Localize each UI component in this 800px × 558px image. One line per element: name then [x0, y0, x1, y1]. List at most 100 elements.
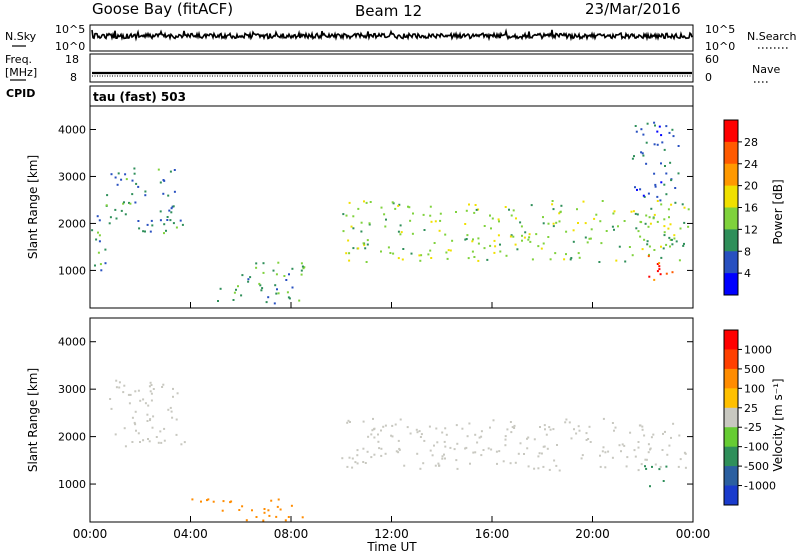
colorbar-tick-label: 20 [744, 180, 758, 193]
range-gate-cell [433, 444, 435, 447]
range-gate-cell [150, 399, 153, 402]
range-gate-cell [455, 459, 458, 462]
range-gate-cell [477, 242, 480, 245]
range-gate-cell [659, 199, 662, 202]
range-gate-cell [407, 205, 409, 208]
range-gate-cell [683, 206, 686, 209]
range-gate-cell [540, 452, 543, 455]
range-gate-cell [464, 238, 467, 241]
range-gate-cell [474, 433, 477, 436]
range-gate-cell [641, 152, 644, 155]
range-gate-cell [636, 188, 638, 191]
range-gate-cell [301, 516, 304, 519]
range-gate-cell [672, 422, 675, 425]
range-gate-cell [369, 201, 372, 203]
colorbar-segment [724, 251, 738, 274]
range-gate-cell [346, 421, 349, 424]
range-gate-cell [465, 446, 468, 449]
range-gate-cell [529, 240, 532, 243]
range-gate-cell [120, 209, 123, 212]
range-gate-cell [392, 252, 395, 255]
range-gate-cell [365, 201, 368, 204]
range-gate-cell [542, 216, 544, 219]
range-gate-cell [598, 261, 601, 263]
range-gate-cell [585, 432, 588, 435]
range-gate-cell [159, 430, 162, 433]
range-gate-cell [656, 195, 659, 198]
range-gate-cell [613, 228, 615, 231]
range-gate-cell [170, 207, 173, 210]
range-gate-cell [651, 465, 653, 468]
range-gate-cell [357, 207, 360, 210]
range-gate-cell [482, 449, 485, 451]
range-gate-cell [565, 418, 568, 421]
range-gate-cell [563, 258, 566, 261]
range-gate-cell [664, 165, 666, 167]
range-gate-cell [670, 179, 673, 182]
range-gate-cell [673, 234, 676, 237]
range-gate-cell [362, 447, 365, 450]
range-gate-cell [636, 213, 639, 216]
range-gate-cell [612, 212, 615, 215]
range-gate-cell [397, 257, 400, 260]
range-gate-cell [380, 250, 382, 253]
range-gate-cell [134, 410, 137, 413]
range-gate-cell [670, 238, 673, 241]
range-gate-cell [663, 225, 666, 228]
range-gate-cell [175, 418, 178, 421]
range-gate-cell [494, 245, 497, 248]
range-gate-cell [397, 230, 400, 233]
range-gate-cell [504, 435, 507, 438]
range-gate-cell [109, 398, 112, 400]
range-gate-cell [146, 420, 149, 422]
range-gate-cell [110, 173, 113, 176]
range-gate-cell [352, 227, 355, 230]
range-gate-cell [640, 151, 643, 154]
range-gate-cell [578, 256, 581, 259]
range-gate-cell [391, 435, 394, 438]
range-gate-cell [212, 500, 215, 503]
range-gate-cell [399, 418, 402, 421]
range-gate-cell [644, 222, 647, 225]
range-gate-cell [363, 244, 366, 247]
colorbar-segment [724, 368, 738, 389]
range-gate-cell [115, 217, 118, 220]
range-gate-cell [677, 465, 680, 468]
y-tick-label: 3000 [58, 170, 86, 183]
range-gate-cell [551, 203, 554, 206]
range-gate-cell [663, 234, 666, 237]
range-gate-cell [669, 238, 672, 241]
range-gate-cell [200, 500, 202, 503]
range-gate-cell [284, 519, 287, 522]
range-gate-cell [267, 509, 270, 512]
range-gate-cell [466, 234, 469, 237]
range-gate-cell [650, 207, 653, 210]
colorbar-tick-label: 8 [744, 245, 751, 258]
range-gate-cell [149, 418, 152, 421]
range-gate-cell [157, 441, 160, 444]
range-gate-cell [273, 302, 276, 305]
range-gate-cell [640, 128, 643, 131]
range-gate-cell [285, 279, 288, 281]
range-gate-cell [134, 423, 137, 426]
range-gate-cell [114, 176, 117, 179]
range-gate-cell [623, 220, 626, 222]
range-gate-cell [206, 499, 208, 502]
range-gate-cell [675, 240, 678, 243]
range-gate-cell [416, 452, 419, 455]
range-gate-cell [519, 442, 522, 445]
range-gate-cell [526, 447, 529, 450]
range-gate-cell [647, 451, 650, 454]
range-gate-cell [283, 275, 286, 277]
range-gate-cell [105, 204, 108, 207]
range-gate-cell [473, 256, 476, 258]
range-gate-cell [167, 408, 170, 411]
range-gate-cell [455, 211, 457, 213]
range-gate-cell [527, 436, 530, 439]
range-gate-cell [298, 299, 301, 302]
range-gate-cell [222, 500, 225, 503]
x-tick-label: 00:00 [676, 527, 711, 541]
range-gate-cell [418, 430, 421, 433]
range-gate-cell [505, 254, 508, 257]
range-gate-cell [275, 292, 278, 295]
